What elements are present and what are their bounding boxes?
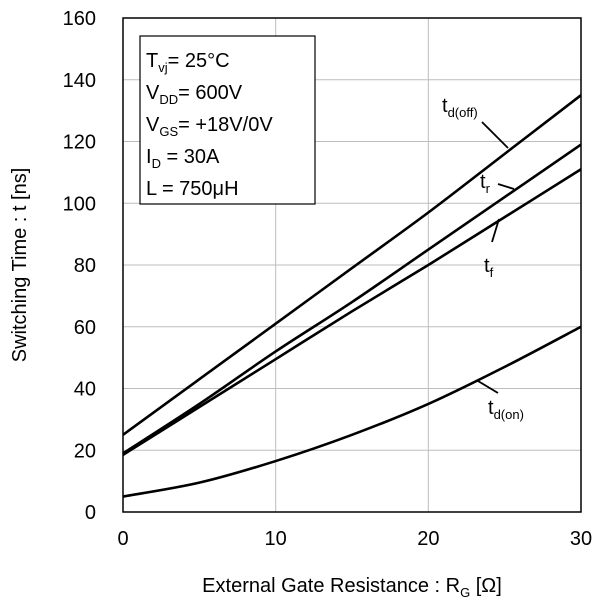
y-tick-label: 80: [74, 255, 96, 277]
x-axis-label-main: External Gate Resistance : R: [202, 575, 460, 597]
series-leader-tf: [491, 218, 500, 243]
series-leader-tdon: [477, 380, 499, 394]
series-lines: [122, 94, 582, 498]
legend-line: VGS= +18V/0V: [146, 114, 273, 139]
series-line-tr: [122, 143, 582, 455]
y-tick-label: 140: [63, 70, 96, 92]
legend-line: ID = 30A: [146, 146, 220, 171]
y-tick-label: 160: [63, 8, 96, 30]
x-tick-label: 20: [417, 528, 439, 550]
y-tick-label: 20: [74, 440, 96, 462]
series-line-tf: [122, 168, 582, 456]
y-tick-label: 60: [74, 317, 96, 339]
series-line-tdon: [122, 325, 582, 498]
x-tick-label: 0: [117, 528, 128, 550]
series-label-tr: tr: [480, 171, 491, 196]
y-axis-label: Switching Time : t [ns]: [9, 168, 31, 363]
y-tick-label: 120: [63, 132, 96, 154]
legend-line: Tvj= 25°C: [146, 50, 230, 75]
series-label-tdon: td(on): [488, 397, 524, 422]
x-axis-label-sub: G: [460, 585, 470, 600]
series-leader-tdoff: [481, 121, 509, 149]
y-tick-labels: 0 20 40 60 80 100 120 140 160: [63, 8, 96, 524]
series-labels: td(off) tr tf td(on): [442, 95, 524, 422]
series-label-tdoff: td(off): [442, 95, 478, 120]
x-tick-label: 10: [265, 528, 287, 550]
conditions-legend: Tvj= 25°C VDD= 600V VGS= +18V/0V ID = 30A L …: [139, 35, 316, 205]
x-axis-label: External Gate Resistance : RG [Ω]: [202, 575, 502, 600]
plot-frame: [122, 17, 582, 513]
series-line-tdoff: [122, 94, 582, 436]
x-tick-labels: 0 10 20 30: [117, 528, 592, 550]
y-tick-label: 100: [63, 193, 96, 215]
y-tick-label: 40: [74, 379, 96, 401]
legend-line: VDD= 600V: [146, 82, 243, 107]
legend-box: [139, 35, 316, 205]
series-label-tf: tf: [484, 255, 494, 280]
series-leader-tr: [497, 183, 515, 190]
x-axis-label-unit: [Ω]: [470, 575, 502, 597]
legend-line: L = 750μH: [146, 178, 239, 200]
y-tick-label: 0: [85, 502, 96, 524]
x-tick-label: 30: [570, 528, 592, 550]
